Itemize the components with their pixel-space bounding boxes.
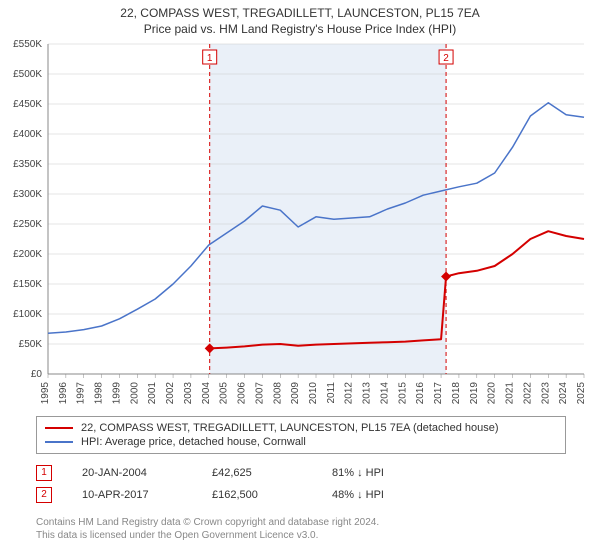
svg-text:£450K: £450K (13, 99, 42, 110)
svg-text:2016: 2016 (415, 382, 426, 405)
footer-line2: This data is licensed under the Open Gov… (36, 529, 379, 542)
svg-text:£350K: £350K (13, 159, 42, 170)
svg-text:2010: 2010 (308, 382, 319, 405)
event-marker: 1 (36, 465, 52, 481)
svg-text:£150K: £150K (13, 279, 42, 290)
svg-text:2015: 2015 (397, 382, 408, 405)
svg-text:2018: 2018 (451, 382, 462, 405)
svg-text:£500K: £500K (13, 69, 42, 80)
event-row: 2 10-APR-2017 £162,500 48% ↓ HPI (36, 484, 566, 506)
svg-text:£250K: £250K (13, 219, 42, 230)
svg-text:1997: 1997 (76, 382, 87, 405)
svg-text:£100K: £100K (13, 309, 42, 320)
chart-area: £0 £50K £100K £150K £200K £250K £300K £350K £400… (0, 36, 600, 406)
svg-text:£200K: £200K (13, 249, 42, 260)
svg-text:£0: £0 (31, 369, 43, 380)
svg-text:1998: 1998 (94, 382, 105, 405)
event-diff: 81% ↓ HPI (332, 467, 442, 479)
svg-text:2008: 2008 (272, 382, 283, 405)
title-line1: 22, COMPASS WEST, TREGADILLETT, LAUNCEST… (0, 6, 600, 22)
legend-box: 22, COMPASS WEST, TREGADILLETT, LAUNCEST… (36, 416, 566, 454)
svg-text:£400K: £400K (13, 129, 42, 140)
svg-text:2009: 2009 (290, 382, 301, 405)
svg-text:2003: 2003 (183, 382, 194, 405)
event-row: 1 20-JAN-2004 £42,625 81% ↓ HPI (36, 462, 566, 484)
svg-text:2: 2 (443, 53, 449, 64)
chart-titles: 22, COMPASS WEST, TREGADILLETT, LAUNCEST… (0, 0, 600, 37)
svg-text:£550K: £550K (13, 39, 42, 50)
svg-text:2024: 2024 (558, 382, 569, 405)
legend-swatch (45, 427, 73, 429)
event-date: 20-JAN-2004 (82, 467, 182, 479)
svg-text:2025: 2025 (576, 382, 587, 405)
svg-text:2012: 2012 (344, 382, 355, 405)
footer-attribution: Contains HM Land Registry data © Crown c… (36, 516, 379, 542)
svg-text:2006: 2006 (237, 382, 248, 405)
footer-line1: Contains HM Land Registry data © Crown c… (36, 516, 379, 529)
svg-text:£50K: £50K (19, 339, 43, 350)
svg-text:2002: 2002 (165, 382, 176, 405)
event-date: 10-APR-2017 (82, 489, 182, 501)
svg-text:2020: 2020 (487, 382, 498, 405)
svg-text:2021: 2021 (505, 382, 516, 405)
svg-text:2014: 2014 (379, 382, 390, 405)
event-marker: 2 (36, 487, 52, 503)
svg-text:1995: 1995 (40, 382, 51, 405)
title-line2: Price paid vs. HM Land Registry's House … (0, 22, 600, 38)
svg-text:2013: 2013 (362, 382, 373, 405)
svg-text:1996: 1996 (58, 382, 69, 405)
svg-text:2022: 2022 (522, 382, 533, 405)
svg-text:1: 1 (207, 53, 213, 64)
svg-text:2017: 2017 (433, 382, 444, 405)
legend-swatch (45, 441, 73, 443)
svg-text:2004: 2004 (201, 382, 212, 405)
svg-text:2000: 2000 (129, 382, 140, 405)
legend-item: 22, COMPASS WEST, TREGADILLETT, LAUNCEST… (45, 421, 557, 435)
event-price: £162,500 (212, 489, 302, 501)
legend-label: HPI: Average price, detached house, Corn… (81, 436, 306, 448)
event-price: £42,625 (212, 467, 302, 479)
event-diff: 48% ↓ HPI (332, 489, 442, 501)
events-table: 1 20-JAN-2004 £42,625 81% ↓ HPI 2 10-APR-2017… (36, 462, 566, 506)
svg-text:2011: 2011 (326, 382, 337, 404)
svg-text:2005: 2005 (219, 382, 230, 405)
svg-text:2023: 2023 (540, 382, 551, 405)
legend-label: 22, COMPASS WEST, TREGADILLETT, LAUNCEST… (81, 422, 499, 434)
svg-text:1999: 1999 (111, 382, 122, 405)
svg-text:2001: 2001 (147, 382, 158, 405)
svg-text:2019: 2019 (469, 382, 480, 405)
line-chart-svg: £0 £50K £100K £150K £200K £250K £300K £350K £400… (0, 36, 600, 406)
svg-text:£300K: £300K (13, 189, 42, 200)
svg-text:2007: 2007 (254, 382, 265, 405)
legend-item: HPI: Average price, detached house, Corn… (45, 435, 557, 449)
